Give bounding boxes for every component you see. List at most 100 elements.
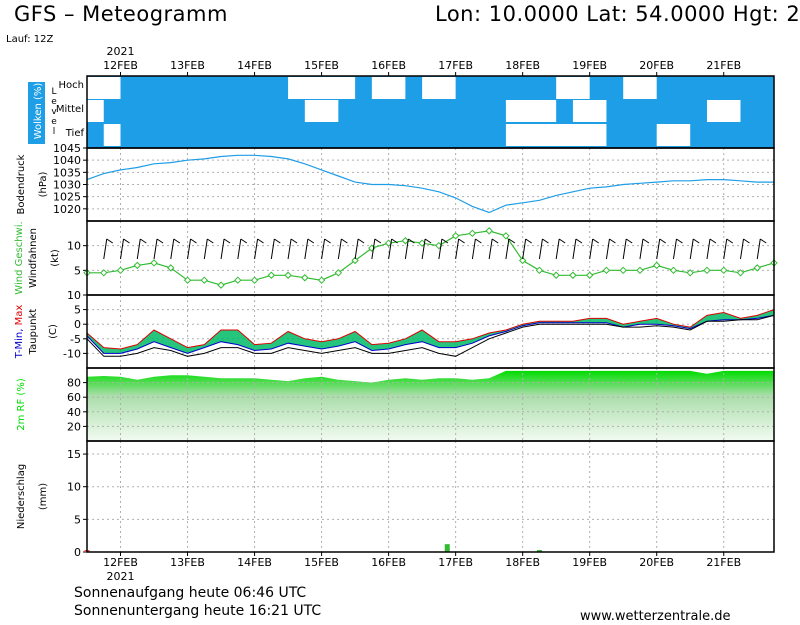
precip-tick-label: 5 [74, 513, 81, 526]
wind-barb [304, 238, 309, 260]
wind-barb-flag [508, 238, 516, 244]
humidity-area [87, 370, 774, 441]
wind-barb [505, 238, 510, 260]
cloud-axis-word-letter: l [53, 127, 56, 137]
cloud-level-tick-label: Tief [65, 128, 85, 139]
wind-speed-point [720, 266, 728, 275]
wind-barb-flag [542, 238, 549, 244]
humidity-axis-label: 2m RF (%) [16, 378, 27, 431]
wind-speed-point [736, 269, 745, 277]
wind-barb [404, 238, 409, 260]
date-label-top: 15FEB [304, 59, 339, 72]
wind-speed-point [451, 232, 460, 240]
cloud-clear-patch [572, 100, 607, 122]
wind-speed-point [334, 269, 343, 277]
wind-barb [103, 238, 108, 260]
humidity-tick-label: 40 [67, 406, 81, 419]
wind-speed-point [234, 276, 242, 284]
pressure-tick-label: 1035 [53, 166, 81, 179]
year-label-bottom: 2021 [107, 570, 135, 583]
temperature-tick-label: 5 [74, 304, 81, 317]
pressure-unit-label: (hPa) [38, 171, 49, 197]
wind-speed-point [669, 266, 678, 275]
precip-tick-label: 0 [74, 546, 81, 559]
sunset-text: Sonnenuntergang heute 16:21 UTC [74, 603, 322, 619]
cloud-clear-patch [87, 100, 104, 122]
wind-barb-flag [223, 238, 231, 244]
wind-barb-flag [625, 238, 633, 244]
cloud-clear-patch [556, 77, 590, 99]
wind-speed-point [200, 276, 208, 284]
wind-barb-flag [575, 238, 583, 244]
wind-barb-axis-label: Windfahnen [28, 228, 39, 288]
wind-speed-point [619, 266, 627, 275]
cloud-axis-word-letter: e [51, 117, 57, 127]
date-label-bottom: 16FEB [371, 556, 406, 569]
wind-speed-point [753, 264, 761, 272]
wind-axis-label: Wind Geschwi. [14, 221, 25, 294]
cloud-clear-patch [87, 77, 121, 99]
wind-barb [706, 238, 711, 260]
date-label-bottom: 15FEB [304, 556, 339, 569]
cloud-clear-patch [505, 100, 557, 122]
wind-barb-flag [257, 238, 264, 244]
cloud-clear-patch [656, 124, 691, 146]
cloud-clear-patch [505, 124, 607, 146]
wind-tick-label: 5 [74, 264, 81, 277]
precip-axis-label: Niederschlag [16, 464, 27, 529]
temperature-max-line [86, 309, 775, 350]
chart-title: GFS – Meteogramm [14, 2, 228, 26]
wind-barb [605, 238, 610, 260]
wind-barb [388, 238, 393, 260]
temperature-axis-label: T-Min, Max [14, 305, 25, 360]
panel-frame [86, 440, 775, 553]
cloud-clear-patch [304, 100, 339, 122]
wind-barb [321, 238, 326, 260]
cloud-clear-patch [103, 124, 121, 146]
wind-barb-flag [475, 238, 482, 244]
precip-unit-label: (mm) [38, 483, 49, 510]
wind-speed-point [502, 232, 510, 240]
date-label-top: 16FEB [371, 59, 406, 72]
wind-barb-flag [676, 238, 683, 244]
wind-barb [220, 238, 225, 260]
wind-barb [270, 238, 275, 260]
cloud-clear-patch [371, 77, 406, 99]
wind-speed-point [703, 266, 711, 275]
wind-barb-flag [324, 238, 331, 244]
site-credit: www.wetterzentrale.de [580, 609, 731, 624]
cloud-axis-word-letter: e [51, 97, 57, 107]
date-label-bottom: 21FEB [706, 556, 741, 569]
wind-barb [136, 238, 141, 260]
wind-speed-point [485, 227, 493, 235]
cloud-level-tick-label: Hoch [59, 80, 84, 91]
cloud-clear-patch [706, 100, 741, 122]
wind-tick-label: 10 [67, 240, 81, 253]
wind-barb-flag [424, 238, 432, 244]
wind-barb [522, 238, 527, 260]
wind-barb-flag [274, 238, 281, 244]
dewpoint-axis-label: Taupunkt [28, 309, 39, 356]
wind-barb [756, 238, 761, 260]
wind-barb [371, 238, 376, 260]
wind-speed-point [351, 256, 359, 265]
date-label-top: 19FEB [572, 59, 607, 72]
pressure-tick-label: 1045 [53, 142, 81, 155]
wind-barb [170, 238, 175, 260]
wind-barb [739, 238, 744, 260]
panel-frame [86, 147, 775, 222]
wind-barb-flag [726, 238, 734, 244]
temperature-tick-label: 10 [67, 289, 81, 302]
wind-barb [438, 238, 443, 260]
pressure-axis-label: Bodendruck [16, 154, 27, 214]
pressure-tick-label: 1020 [53, 203, 81, 216]
temperature-unit-label: (C) [48, 324, 59, 339]
pressure-tick-label: 1030 [53, 179, 81, 192]
precip-tick-label: 10 [67, 481, 81, 494]
wind-barb [354, 238, 359, 260]
wind-barb-flag [307, 238, 315, 244]
sunrise-text: Sonnenaufgang heute 06:46 UTC [74, 585, 307, 601]
wind-speed-point [317, 276, 326, 284]
date-label-bottom: 18FEB [505, 556, 540, 569]
